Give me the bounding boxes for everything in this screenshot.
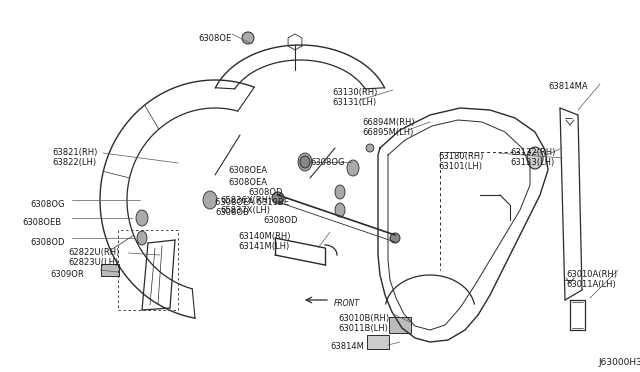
Ellipse shape (347, 160, 359, 176)
Ellipse shape (137, 231, 147, 245)
Text: J63000H3: J63000H3 (598, 358, 640, 367)
Text: 6308OEA: 6308OEA (228, 166, 267, 175)
Circle shape (272, 192, 284, 204)
FancyBboxPatch shape (101, 264, 119, 276)
FancyBboxPatch shape (389, 317, 411, 333)
Ellipse shape (203, 191, 217, 209)
Text: 63131(LH): 63131(LH) (332, 98, 376, 107)
Ellipse shape (335, 203, 345, 217)
Text: 62822U(RH): 62822U(RH) (68, 248, 120, 257)
Ellipse shape (298, 153, 312, 171)
Text: 63822(LH): 63822(LH) (52, 158, 96, 167)
Text: 6308OE: 6308OE (198, 34, 231, 43)
Text: FRONT: FRONT (334, 298, 360, 308)
Text: 6308OD: 6308OD (30, 238, 65, 247)
Text: 63011A(LH): 63011A(LH) (566, 280, 616, 289)
Text: 63132(RH): 63132(RH) (510, 148, 556, 157)
Text: 63010A(RH): 63010A(RH) (566, 270, 617, 279)
Text: 63180(RH): 63180(RH) (438, 152, 483, 161)
Text: 63101(LH): 63101(LH) (438, 162, 482, 171)
Text: 6309OR: 6309OR (50, 270, 84, 279)
Ellipse shape (136, 210, 148, 226)
Text: 6308OG: 6308OG (310, 158, 344, 167)
Ellipse shape (527, 147, 543, 169)
Text: 62823U(LH): 62823U(LH) (68, 258, 118, 267)
Text: 6308OB: 6308OB (215, 208, 249, 217)
Circle shape (390, 233, 400, 243)
Text: 63010B(RH): 63010B(RH) (338, 314, 389, 323)
Text: 63130(RH): 63130(RH) (332, 88, 378, 97)
Text: 66895M(LH): 66895M(LH) (362, 128, 413, 137)
Text: 6308OD: 6308OD (248, 188, 282, 197)
Text: 63814MA: 63814MA (548, 82, 588, 91)
Text: 65836X(RH): 65836X(RH) (220, 196, 271, 205)
Text: 63141M(LH): 63141M(LH) (238, 242, 289, 251)
Ellipse shape (366, 144, 374, 152)
Text: 6308OG: 6308OG (30, 200, 65, 209)
Text: 63133(LH): 63133(LH) (510, 158, 554, 167)
Text: 6308OEA 6319BE: 6308OEA 6319BE (215, 198, 289, 207)
Text: 63011B(LH): 63011B(LH) (338, 324, 388, 333)
Text: 63814M: 63814M (330, 342, 364, 351)
Ellipse shape (300, 156, 310, 168)
Text: 6308OD: 6308OD (263, 216, 298, 225)
Ellipse shape (242, 32, 254, 44)
Text: 63140M(RH): 63140M(RH) (238, 232, 291, 241)
Text: 6308OEB: 6308OEB (22, 218, 61, 227)
Ellipse shape (335, 185, 345, 199)
Text: 6308OEA: 6308OEA (228, 178, 267, 187)
Text: 65837X(LH): 65837X(LH) (220, 206, 270, 215)
FancyBboxPatch shape (367, 335, 389, 349)
Text: 63821(RH): 63821(RH) (52, 148, 97, 157)
Text: 66894M(RH): 66894M(RH) (362, 118, 415, 127)
